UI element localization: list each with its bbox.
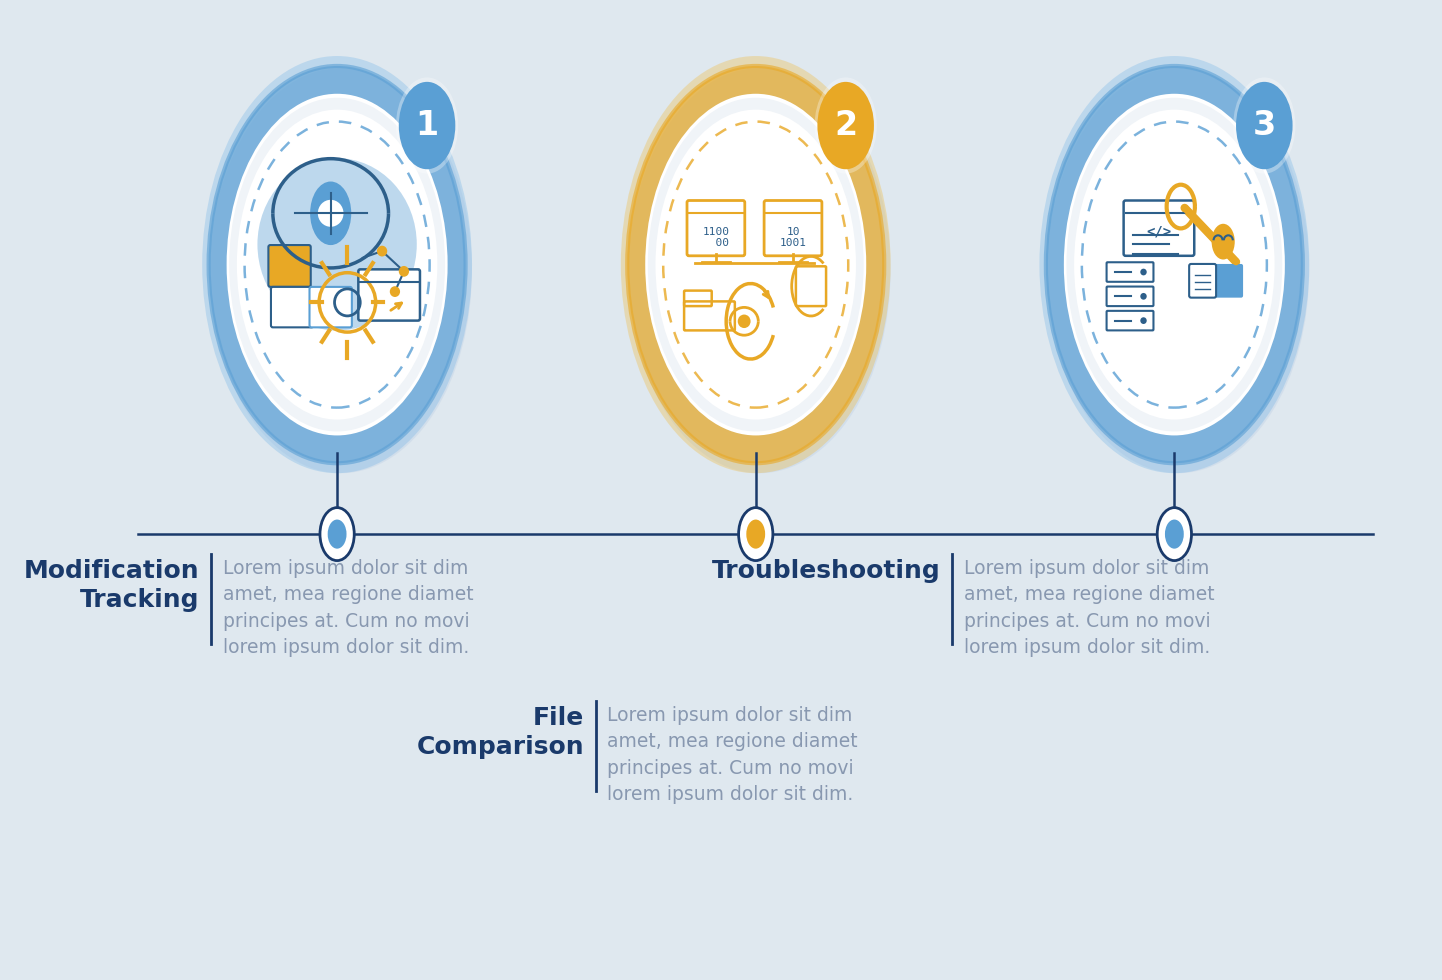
Text: File
Comparison: File Comparison [417, 706, 584, 760]
Ellipse shape [629, 68, 891, 473]
Ellipse shape [656, 110, 857, 419]
Ellipse shape [310, 181, 352, 245]
Text: 2: 2 [833, 109, 857, 142]
FancyBboxPatch shape [358, 270, 420, 320]
Ellipse shape [229, 98, 446, 431]
Ellipse shape [1045, 66, 1304, 464]
Ellipse shape [1047, 68, 1309, 473]
FancyBboxPatch shape [1190, 264, 1216, 298]
FancyBboxPatch shape [1106, 263, 1154, 282]
Text: </>: </> [1146, 224, 1171, 238]
Ellipse shape [236, 110, 437, 419]
Text: 10
1001: 10 1001 [780, 226, 806, 248]
Ellipse shape [211, 68, 472, 473]
FancyBboxPatch shape [268, 245, 310, 287]
Circle shape [389, 286, 399, 297]
Ellipse shape [397, 77, 459, 173]
Circle shape [738, 315, 751, 328]
Ellipse shape [627, 66, 884, 464]
Ellipse shape [399, 82, 456, 170]
FancyBboxPatch shape [796, 267, 826, 306]
Text: Lorem ipsum dolor sit dim
amet, mea regione diamet
principes at. Cum no movi
lor: Lorem ipsum dolor sit dim amet, mea regi… [607, 706, 858, 805]
Ellipse shape [1040, 56, 1309, 473]
FancyBboxPatch shape [1106, 311, 1154, 330]
Ellipse shape [1236, 82, 1292, 170]
FancyBboxPatch shape [1203, 264, 1243, 298]
Ellipse shape [1074, 110, 1275, 419]
Text: 1: 1 [415, 109, 438, 142]
Ellipse shape [1064, 94, 1285, 435]
Ellipse shape [647, 98, 864, 431]
Text: 3: 3 [1253, 109, 1276, 142]
FancyBboxPatch shape [764, 201, 822, 256]
FancyBboxPatch shape [686, 201, 744, 256]
Ellipse shape [645, 94, 867, 435]
Ellipse shape [209, 66, 466, 464]
Ellipse shape [1158, 508, 1191, 561]
FancyBboxPatch shape [1106, 286, 1154, 306]
Ellipse shape [1165, 519, 1184, 549]
FancyBboxPatch shape [1123, 201, 1194, 256]
Ellipse shape [622, 56, 891, 473]
FancyBboxPatch shape [310, 287, 352, 327]
Ellipse shape [1233, 77, 1295, 173]
Text: Lorem ipsum dolor sit dim
amet, mea regione diamet
principes at. Cum no movi
lor: Lorem ipsum dolor sit dim amet, mea regi… [963, 559, 1214, 658]
Circle shape [399, 266, 410, 276]
Text: Modification
Tracking: Modification Tracking [25, 559, 200, 612]
Circle shape [1141, 293, 1146, 300]
Text: 1100
  00: 1100 00 [702, 226, 730, 248]
Ellipse shape [258, 158, 417, 330]
Text: Lorem ipsum dolor sit dim
amet, mea regione diamet
principes at. Cum no movi
lor: Lorem ipsum dolor sit dim amet, mea regi… [222, 559, 473, 658]
Circle shape [1141, 269, 1146, 275]
Text: Troubleshooting: Troubleshooting [712, 559, 942, 582]
Circle shape [317, 200, 343, 226]
Ellipse shape [818, 82, 874, 170]
Circle shape [1141, 318, 1146, 324]
FancyBboxPatch shape [271, 287, 313, 327]
Ellipse shape [320, 508, 355, 561]
Ellipse shape [815, 77, 877, 173]
Ellipse shape [202, 56, 472, 473]
Ellipse shape [226, 94, 447, 435]
Ellipse shape [327, 519, 346, 549]
Ellipse shape [1211, 223, 1234, 260]
Ellipse shape [738, 508, 773, 561]
Circle shape [376, 246, 388, 257]
Ellipse shape [747, 519, 766, 549]
Ellipse shape [1067, 98, 1282, 431]
